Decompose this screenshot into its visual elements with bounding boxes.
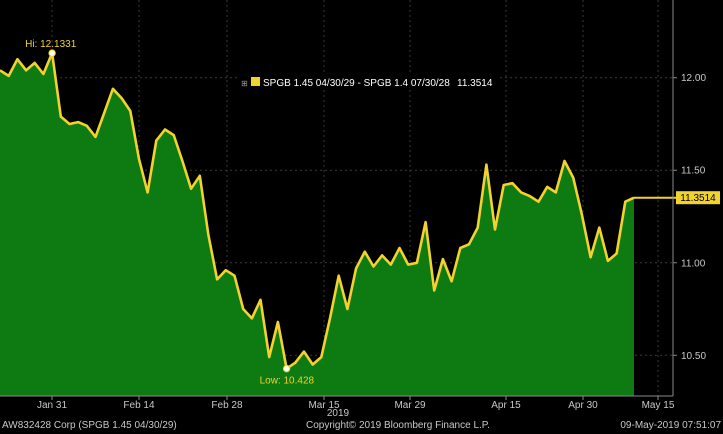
y-tick-label: 11.00: [681, 258, 706, 269]
high-marker: [48, 49, 56, 57]
legend-toggle-icon: ⊞: [241, 79, 248, 88]
y-tick-label: 10.50: [681, 351, 706, 362]
last-value-tag: 11.3514: [676, 191, 720, 205]
x-tick-label: May 15: [642, 400, 675, 411]
x-axis-ticks: Jan 31 Feb 14 Feb 28 Mar 15 Mar 29 Apr 15 Apr …: [37, 396, 675, 411]
high-low-markers: Hi: 12.1331 Low: 10.428: [25, 39, 314, 387]
footer-security-label: AW832428 Corp (SPGB 1.45 04/30/29): [2, 420, 177, 431]
legend-label: SPGB 1.45 04/30/29 - SPGB 1.4 07/30/28: [263, 78, 450, 89]
high-label: Hi: 12.1331: [25, 39, 77, 50]
legend: ⊞ SPGB 1.45 04/30/29 - SPGB 1.4 07/30/28…: [238, 74, 500, 90]
x-tick-label: Apr 30: [568, 400, 598, 411]
series-line: [0, 51, 635, 370]
x-tick-label: Feb 28: [211, 400, 243, 411]
x-tick-label: Mar 29: [394, 400, 426, 411]
legend-value: 11.3514: [457, 78, 493, 89]
last-value-tag-label: 11.3514: [680, 193, 716, 204]
x-tick-label: Apr 15: [491, 400, 521, 411]
y-tick-label: 11.50: [681, 166, 706, 177]
x-tick-label: Jan 31: [37, 400, 67, 411]
low-marker: [282, 364, 291, 373]
footer: AW832428 Corp (SPGB 1.45 04/30/29) Copyr…: [0, 420, 723, 434]
y-tick-label: 12.00: [681, 73, 706, 84]
footer-timestamp: 09-May-2019 07:51:07: [620, 420, 721, 431]
footer-copyright: Copyright© 2019 Bloomberg Finance L.P.: [306, 420, 490, 431]
y-axis-ticks: 10.50 11.00 11.50 12.00: [673, 73, 706, 362]
low-label: Low: 10.428: [260, 376, 315, 387]
legend-swatch: [251, 77, 260, 86]
x-tick-label: Mar 15: [308, 400, 340, 411]
area-layer: [0, 51, 635, 396]
last-value-tag-box: [676, 191, 720, 205]
x-tick-label: Feb 14: [123, 400, 155, 411]
legend-box: [238, 74, 500, 90]
x-year-label: 2019: [327, 408, 350, 419]
